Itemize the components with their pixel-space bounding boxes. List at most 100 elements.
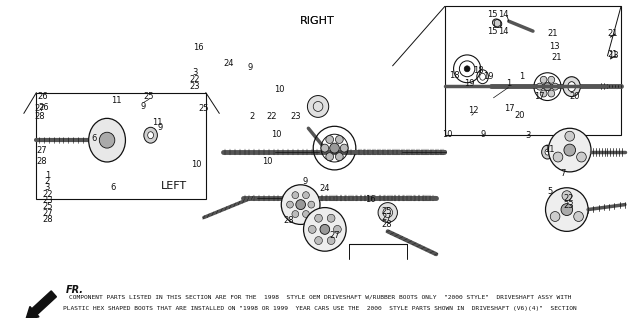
Text: 17: 17 [504,104,515,113]
Ellipse shape [563,77,580,97]
Text: 25: 25 [381,206,392,216]
Text: 3: 3 [45,183,50,192]
Polygon shape [586,39,611,61]
Text: 25: 25 [42,203,52,211]
Circle shape [577,152,586,162]
Text: 9: 9 [140,102,145,111]
Circle shape [340,144,348,152]
Circle shape [321,144,329,152]
Text: 20: 20 [570,92,580,101]
Circle shape [296,200,305,210]
Circle shape [315,237,323,244]
Text: 27: 27 [381,213,392,222]
Circle shape [543,83,551,91]
Text: 9: 9 [480,130,486,139]
Text: 2: 2 [45,177,50,186]
Text: 21: 21 [548,29,558,39]
Text: 16: 16 [193,43,204,52]
Text: RIGHT: RIGHT [300,16,334,26]
Text: FR.: FR. [65,285,83,295]
Text: 1: 1 [45,171,50,180]
Circle shape [333,226,341,234]
Circle shape [564,144,575,156]
Circle shape [292,192,299,199]
Text: 24: 24 [223,59,234,68]
Text: 11: 11 [544,145,554,154]
Circle shape [548,128,591,172]
Text: 9: 9 [157,123,163,132]
Circle shape [287,201,293,208]
Text: 18: 18 [473,66,484,76]
Ellipse shape [148,132,154,139]
Text: 6: 6 [110,183,116,192]
Circle shape [307,96,329,117]
Text: 10: 10 [271,130,282,139]
Circle shape [550,211,560,221]
Circle shape [565,131,575,141]
Circle shape [540,90,547,97]
Circle shape [378,203,397,222]
Text: 3: 3 [525,131,531,140]
Text: PLASTIC HEX SHAPED BOOTS THAT ARE INSTALLED ON "1998 OR 1999  YEAR CARS USE THE : PLASTIC HEX SHAPED BOOTS THAT ARE INSTAL… [63,306,577,311]
Circle shape [536,83,543,90]
Text: 26: 26 [39,103,49,112]
Text: 20: 20 [515,111,525,120]
Text: 1: 1 [518,72,524,81]
Text: COMPONENT PARTS LISTED IN THIS SECTION ARE FOR THE  1998  STYLE OEM DRIVESHAFT W: COMPONENT PARTS LISTED IN THIS SECTION A… [68,295,572,300]
Text: 22: 22 [42,190,52,199]
Text: 17: 17 [534,92,545,101]
Ellipse shape [545,149,550,155]
Text: 23: 23 [189,82,200,91]
Text: 18: 18 [449,71,460,80]
Text: 21: 21 [607,29,618,38]
FancyArrow shape [26,291,56,319]
Circle shape [308,201,315,208]
Text: 11: 11 [152,118,163,127]
Circle shape [561,204,573,216]
Text: 27: 27 [36,145,47,155]
Text: 21: 21 [552,53,562,62]
Text: 23: 23 [290,112,301,121]
Ellipse shape [144,127,157,143]
Bar [445,6,621,135]
Text: 27: 27 [42,209,52,218]
Text: 10: 10 [262,157,273,166]
Text: 22: 22 [266,112,277,121]
Text: 28: 28 [42,215,52,224]
Text: 13: 13 [549,42,559,51]
Text: 25: 25 [144,92,154,101]
Circle shape [292,211,299,218]
Text: 9: 9 [303,177,308,186]
Circle shape [552,83,559,90]
Circle shape [327,214,335,222]
Circle shape [540,76,547,83]
Text: 6: 6 [92,134,97,144]
Circle shape [330,143,339,153]
Text: 1: 1 [506,79,511,88]
Text: 26: 26 [37,92,48,101]
Circle shape [315,214,323,222]
Text: 13: 13 [608,51,619,60]
Circle shape [303,192,309,199]
Text: 19: 19 [464,79,474,88]
Text: 19: 19 [483,72,493,81]
Ellipse shape [541,145,553,159]
Text: 21: 21 [607,50,618,59]
Text: 14: 14 [498,10,509,19]
Text: 9: 9 [248,63,253,72]
Text: LEFT: LEFT [161,182,188,191]
Text: 7: 7 [561,169,566,178]
Circle shape [326,136,333,144]
Circle shape [553,152,563,162]
Ellipse shape [493,19,502,27]
Text: 28: 28 [35,112,45,121]
Circle shape [282,185,320,225]
Ellipse shape [89,118,125,162]
Text: 22: 22 [189,75,200,84]
Circle shape [335,153,343,161]
Text: 12: 12 [468,106,479,115]
Circle shape [545,188,588,231]
Circle shape [303,211,309,218]
Text: 15: 15 [487,10,497,19]
Ellipse shape [568,82,575,92]
